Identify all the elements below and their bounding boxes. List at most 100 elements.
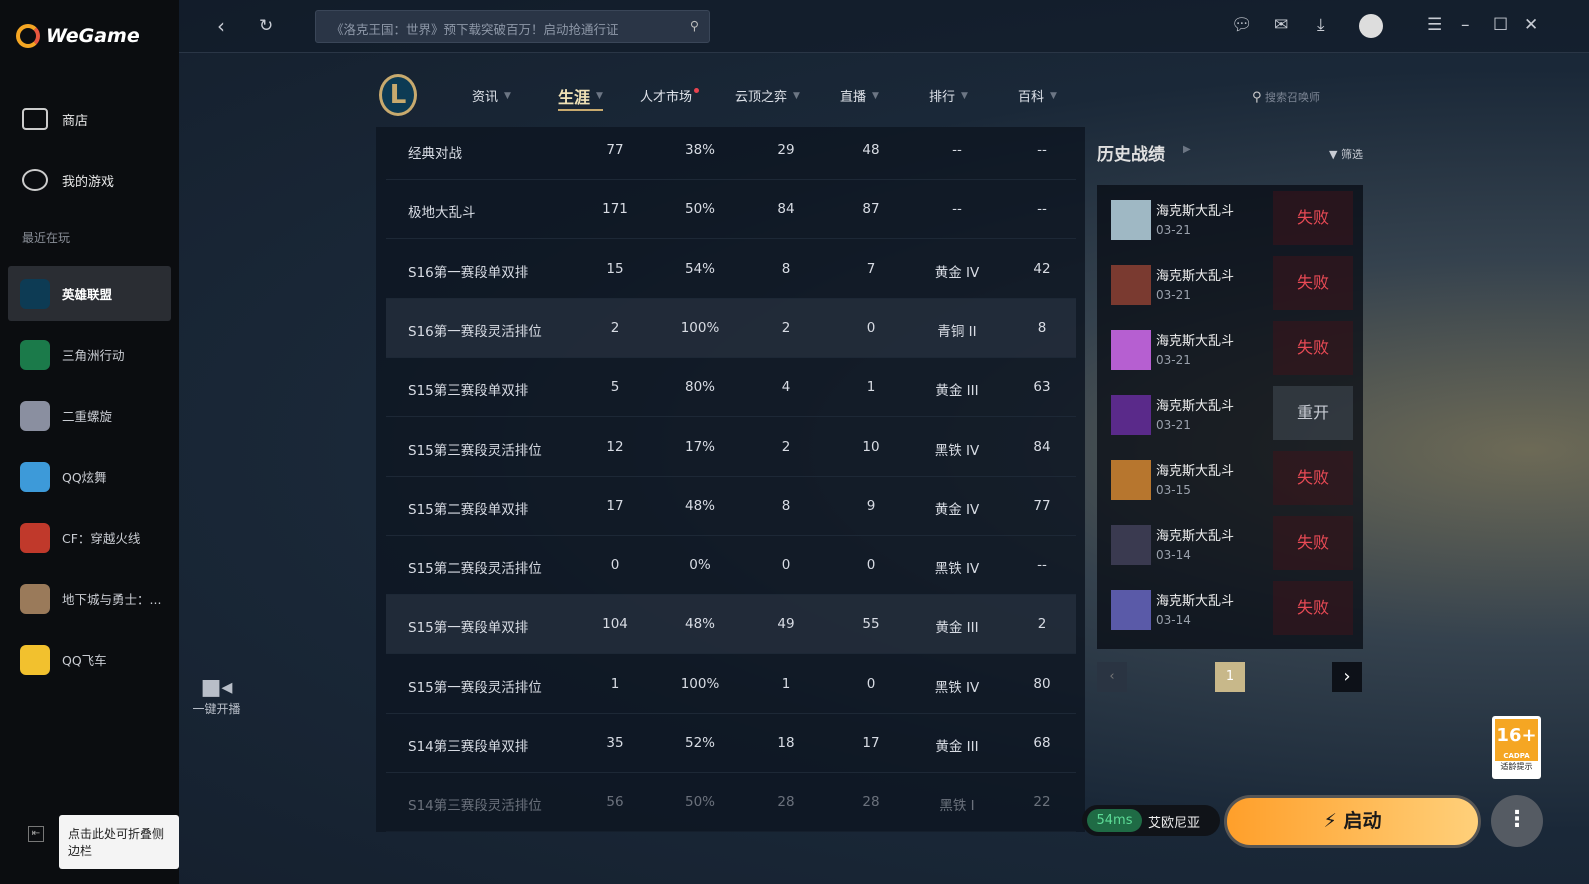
table-cell: 52% (684, 735, 716, 751)
history-title[interactable]: 历史战绩 (1097, 145, 1165, 165)
sidebar-item-my-games[interactable]: 我的游戏 (22, 169, 114, 191)
game-nav-tab[interactable]: 人才市场 (640, 86, 700, 105)
sidebar-game-item[interactable]: QQ飞车 (8, 632, 171, 687)
table-cell: 黑铁 IV (934, 442, 980, 459)
table-cell: 63 (1033, 379, 1051, 396)
chat-icon[interactable]: 💬︎ (1231, 15, 1253, 35)
sidebar-game-item[interactable]: 二重螺旋 (8, 388, 171, 443)
table-cell: S14第三赛段单双排 (408, 739, 529, 755)
table-cell: 171 (602, 201, 628, 218)
page-number[interactable]: 1 (1215, 662, 1245, 692)
shop-bag-icon (22, 108, 48, 130)
match-item[interactable]: 海克斯大乱斗 03-15 失败 (1109, 448, 1353, 508)
filter-button[interactable]: ▼ 筛选 (1329, 148, 1363, 161)
game-label: 地下城与勇士：... (62, 592, 162, 607)
maximize-button[interactable]: ☐ (1493, 15, 1509, 35)
table-cell: 84 (777, 201, 795, 218)
table-row[interactable]: S15第二赛段单双排 17 48% 8 9 黄金 IV 77 (386, 477, 1076, 536)
match-item[interactable]: 海克斯大乱斗 03-21 失败 (1109, 253, 1353, 313)
chevron-down-icon: ▼ (504, 90, 511, 101)
table-row[interactable]: S14第三赛段单双排 35 52% 18 17 黄金 III 68 (386, 714, 1076, 773)
sidebar-item-shop[interactable]: 商店 (22, 108, 88, 130)
table-cell: 4 (781, 379, 791, 396)
champion-avatar (1111, 590, 1151, 630)
career-stats-table: 经典对战 77 38% 29 48 -- -- 极地大乱斗 171 50% 84 87 -- -- S16第… (376, 127, 1085, 832)
table-cell: 9 (866, 497, 876, 514)
close-button[interactable]: ✕ (1524, 15, 1539, 35)
champion-avatar (1111, 330, 1151, 370)
sidebar-game-item[interactable]: 地下城与勇士：... (8, 571, 171, 626)
champion-avatar (1111, 525, 1151, 565)
game-nav-tab[interactable]: 生涯 ▼ (558, 84, 603, 111)
game-nav-tab[interactable]: 直播 ▼ (840, 90, 879, 105)
menu-icon[interactable]: ☰ (1427, 15, 1443, 35)
sidebar-game-item[interactable]: 三角洲行动 (8, 327, 171, 382)
more-options-button[interactable]: ⋮ (1491, 795, 1543, 847)
summoner-search[interactable]: ⚲ 搜索召唤师 (1252, 90, 1321, 105)
prev-page-button[interactable]: ‹ (1097, 662, 1127, 692)
table-cell: 0 (781, 557, 791, 574)
main-area: ‹ ↻ 《洛克王国：世界》预下载突破百万！启动抢通行证 ⚲ 💬︎ ✉ ⤓ ☰ – … (179, 0, 1589, 884)
match-item[interactable]: 海克斯大乱斗 03-14 失败 (1109, 513, 1353, 573)
table-cell: 极地大乱斗 (408, 205, 476, 222)
table-row[interactable]: S14第三赛段灵活排位 56 50% 28 28 黑铁 I 22 (386, 773, 1076, 832)
game-nav-tab[interactable]: 云顶之弈 ▼ (735, 90, 800, 105)
table-cell: 0 (610, 557, 620, 574)
table-cell: 黄金 III (935, 383, 979, 400)
table-row[interactable]: S16第一赛段单双排 15 54% 8 7 黄金 IV 42 (386, 240, 1076, 299)
mail-icon[interactable]: ✉ (1274, 15, 1289, 35)
game-icon (20, 278, 50, 309)
global-search-input[interactable]: 《洛克王国：世界》预下载突破百万！启动抢通行证 ⚲ (315, 10, 710, 43)
table-cell: 35 (606, 735, 624, 751)
top-bar: ‹ ↻ 《洛克王国：世界》预下载突破百万！启动抢通行证 ⚲ 💬︎ ✉ ⤓ ☰ – … (179, 0, 1589, 53)
game-icon (20, 644, 50, 675)
table-row[interactable]: S15第一赛段单双排 104 48% 49 55 黄金 III 2 (386, 595, 1076, 655)
sidebar-game-item[interactable]: CF：穿越火线 (8, 510, 171, 565)
table-row[interactable]: S15第三赛段灵活排位 12 17% 2 10 黑铁 IV 84 (386, 418, 1076, 477)
table-row[interactable]: 经典对战 77 38% 29 48 -- -- (386, 127, 1076, 180)
sidebar-game-item[interactable]: 英雄联盟 (8, 266, 171, 321)
chevron-down-icon: ▼ (1050, 90, 1057, 101)
game-nav-tab[interactable]: 百科 ▼ (1018, 90, 1057, 105)
server-selector[interactable]: 54ms 艾欧尼亚 (1082, 805, 1220, 836)
table-cell: 42 (1033, 260, 1051, 277)
table-cell: 22 (1033, 794, 1051, 811)
table-row[interactable]: S15第一赛段灵活排位 1 100% 1 0 黑铁 IV 80 (386, 655, 1076, 714)
notification-dot (694, 88, 700, 93)
game-nav-tab[interactable]: 排行 ▼ (929, 90, 968, 105)
match-item[interactable]: 海克斯大乱斗 03-21 失败 (1109, 188, 1353, 248)
table-row[interactable]: 极地大乱斗 171 50% 84 87 -- -- (386, 180, 1076, 240)
refresh-button[interactable]: ↻ (259, 16, 274, 36)
age-rating-badge: 16+ CADPA 适龄提示 (1492, 716, 1541, 779)
match-item[interactable]: 海克斯大乱斗 03-21 失败 (1109, 318, 1353, 378)
next-page-button[interactable]: › (1332, 662, 1362, 692)
table-cell: S16第一赛段单双排 (408, 264, 529, 281)
game-label: QQ飞车 (62, 653, 107, 668)
user-avatar[interactable] (1359, 14, 1383, 38)
table-cell: 2 (781, 319, 791, 336)
game-icon (20, 339, 50, 370)
table-row[interactable]: S16第一赛段灵活排位 2 100% 2 0 青铜 II 8 (386, 298, 1076, 358)
champion-avatar (1111, 200, 1151, 240)
collapse-sidebar-button[interactable]: ⇤ (28, 826, 44, 842)
chevron-right-icon[interactable]: ▶ (1183, 144, 1191, 155)
sidebar-game-item[interactable]: QQ炫舞 (8, 449, 171, 504)
minimize-button[interactable]: – (1461, 15, 1470, 35)
search-icon[interactable]: ⚲ (689, 18, 699, 33)
download-icon[interactable]: ⤓ (1317, 15, 1325, 35)
lol-logo[interactable]: L (379, 74, 417, 116)
launch-button[interactable]: ⚡ 启动 (1224, 795, 1481, 848)
wegame-logo[interactable]: WeGame (16, 24, 140, 48)
back-button[interactable]: ‹ (217, 14, 225, 38)
game-nav-tab[interactable]: 资讯 ▼ (472, 90, 511, 105)
match-item[interactable]: 海克斯大乱斗 03-14 失败 (1109, 578, 1353, 638)
table-cell: 黄金 IV (934, 264, 980, 281)
champion-avatar (1111, 395, 1151, 435)
table-cell: 29 (777, 142, 795, 158)
table-cell: 48 (862, 142, 880, 158)
table-row[interactable]: S15第二赛段灵活排位 0 0% 0 0 黑铁 IV -- (386, 536, 1076, 596)
table-cell: 8 (781, 497, 791, 514)
live-stream-button[interactable]: ■◂ 一键开播 (189, 675, 244, 717)
match-item[interactable]: 海克斯大乱斗 03-21 重开 (1109, 383, 1353, 443)
table-row[interactable]: S15第三赛段单双排 5 80% 4 1 黄金 III 63 (386, 358, 1076, 418)
